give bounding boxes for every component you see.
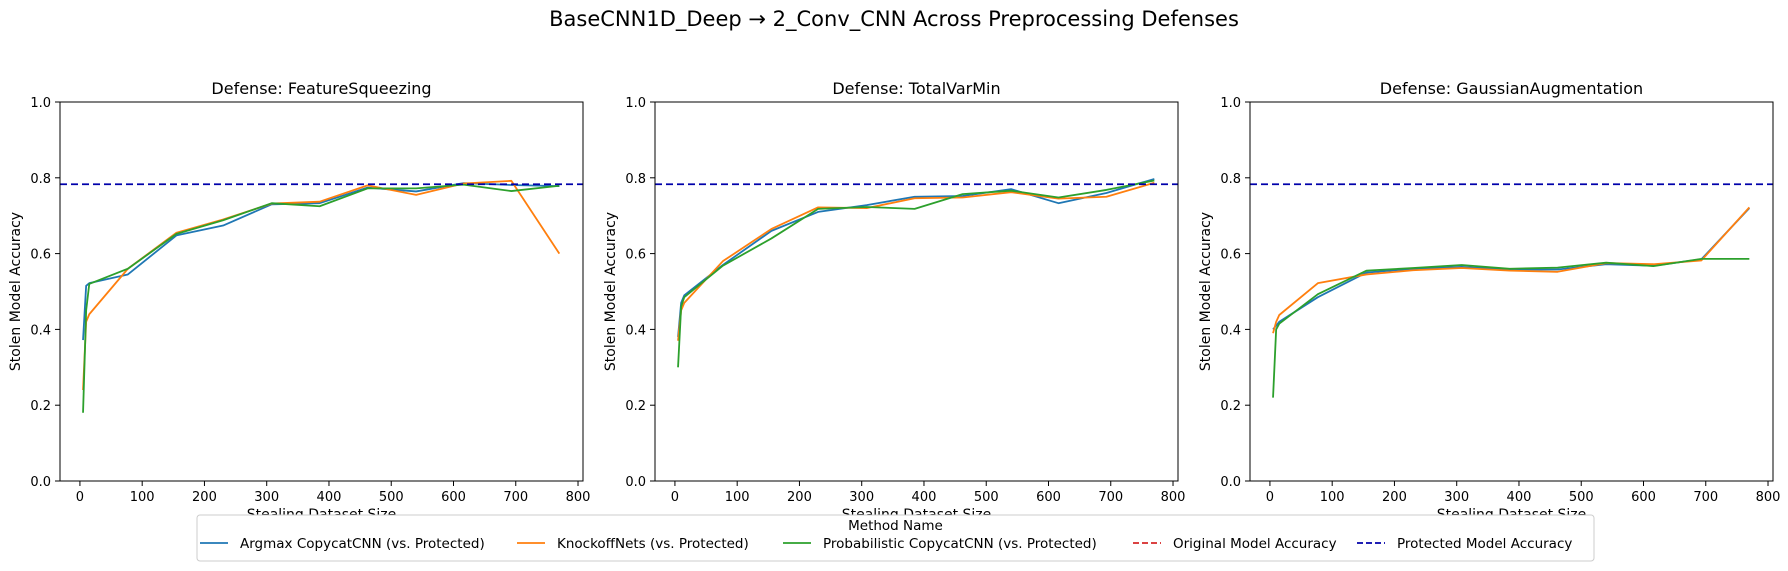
series-line-2 — [1272, 206, 1751, 334]
y-tick-label: 0.8 — [625, 172, 646, 187]
x-tick-label: 700 — [1098, 490, 1123, 505]
panel-title: Defense: FeatureSqueezing — [211, 79, 431, 98]
x-tick-label: 800 — [1161, 490, 1186, 505]
legend-label-4: Original Model Accuracy — [1173, 536, 1337, 552]
plot-frame — [59, 101, 584, 482]
y-tick-label: 0.2 — [1220, 399, 1241, 414]
legend-label-1: Argmax CopycatCNN (vs. Protected) — [240, 536, 485, 552]
x-tick-label: 100 — [1320, 490, 1345, 505]
x-tick-label: 0 — [671, 490, 679, 505]
y-tick-label: 1.0 — [30, 96, 51, 111]
y-tick-label: 1.0 — [1220, 96, 1241, 111]
y-tick-label: 0.8 — [30, 172, 51, 187]
y-tick-label: 0.0 — [625, 475, 646, 490]
y-tick-label: 0.4 — [1220, 323, 1241, 338]
x-tick-label: 700 — [1693, 490, 1718, 505]
y-tick-label: 1.0 — [625, 96, 646, 111]
x-tick-label: 400 — [1507, 490, 1532, 505]
y-tick-label: 0.8 — [1220, 172, 1241, 187]
plot-frame — [654, 101, 1179, 482]
x-tick-label: 100 — [725, 490, 750, 505]
x-tick-label: 0 — [76, 490, 84, 505]
x-tick-label: 500 — [379, 490, 404, 505]
x-tick-label: 600 — [441, 490, 466, 505]
chart-panel-2: Defense: TotalVarMin 0.0 0.2 0.4 0.6 0.8 1.0 0 1… — [603, 79, 1185, 523]
y-tick-label: 0.6 — [625, 248, 646, 263]
x-tick-label: 300 — [254, 490, 279, 505]
chart-panels: Defense: FeatureSqueezing 0.0 0.2 0.4 0.6 0.8… — [8, 79, 1780, 523]
legend-label-5: Protected Model Accuracy — [1397, 536, 1572, 552]
x-tick-label: 500 — [1569, 490, 1594, 505]
legend-label-3: Probabilistic CopycatCNN (vs. Protected) — [823, 536, 1097, 552]
chart-panel-3: Defense: GaussianAugmentation 0.0 0.2 0.4 0.… — [1198, 79, 1780, 523]
x-tick-label: 200 — [192, 490, 217, 505]
x-tick-label: 400 — [912, 490, 937, 505]
x-tick-label: 600 — [1036, 490, 1061, 505]
series-line-3 — [1272, 258, 1750, 398]
y-axis-label: Stolen Model Accuracy — [8, 212, 24, 371]
x-tick-label: 400 — [317, 490, 342, 505]
x-tick-label: 500 — [974, 490, 999, 505]
y-tick-label: 0.4 — [625, 323, 646, 338]
legend-title: Method Name — [848, 518, 943, 534]
series-line-3 — [677, 179, 1155, 368]
y-axis-label: Stolen Model Accuracy — [1198, 212, 1214, 371]
y-tick-label: 0.2 — [30, 399, 51, 414]
series-line-2 — [677, 181, 1155, 341]
y-tick-label: 0.4 — [30, 323, 51, 338]
chart-panel-1: Defense: FeatureSqueezing 0.0 0.2 0.4 0.6 0.8… — [8, 79, 590, 523]
y-tick-label: 0.0 — [1220, 475, 1241, 490]
series-line-3 — [82, 183, 560, 413]
plot-frame — [1249, 101, 1774, 482]
x-tick-label: 300 — [1444, 490, 1469, 505]
x-tick-label: 100 — [130, 490, 155, 505]
y-tick-label: 0.2 — [625, 399, 646, 414]
series-line-2 — [82, 179, 561, 391]
y-tick-label: 0.6 — [1220, 248, 1241, 263]
x-tick-label: 600 — [1631, 490, 1656, 505]
legend-label-2: KnockoffNets (vs. Protected) — [557, 536, 749, 552]
x-tick-label: 0 — [1266, 490, 1274, 505]
y-axis-label: Stolen Model Accuracy — [603, 212, 619, 371]
x-tick-label: 200 — [1382, 490, 1407, 505]
x-tick-label: 800 — [566, 490, 591, 505]
series-line-1 — [82, 182, 560, 341]
x-tick-label: 700 — [503, 490, 528, 505]
panel-title: Defense: TotalVarMin — [832, 79, 1000, 98]
y-tick-label: 0.6 — [30, 248, 51, 263]
legend-box — [196, 514, 1595, 562]
panel-title: Defense: GaussianAugmentation — [1380, 79, 1643, 98]
x-tick-label: 800 — [1756, 490, 1781, 505]
y-tick-label: 0.0 — [30, 475, 51, 490]
figure-title: BaseCNN1D_Deep → 2_Conv_CNN Across Prepr… — [549, 7, 1239, 32]
x-tick-label: 300 — [849, 490, 874, 505]
legend: Method Name Argmax CopycatCNN (vs. Protec… — [196, 514, 1595, 562]
series-line-1 — [677, 178, 1155, 338]
x-tick-label: 200 — [787, 490, 812, 505]
